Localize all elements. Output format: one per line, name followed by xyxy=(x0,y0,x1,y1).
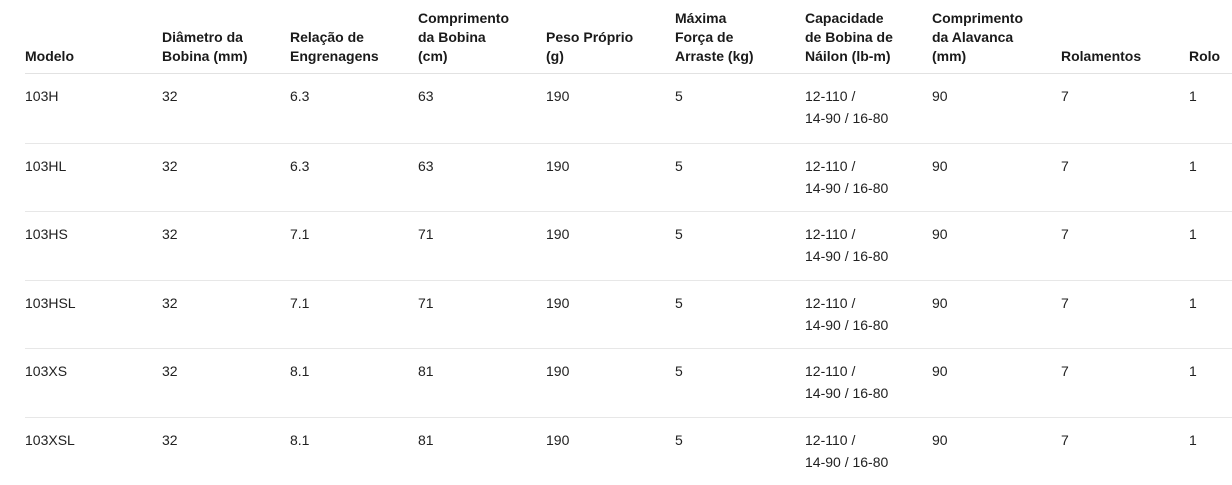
cell-maxima-forca-de-arraste: 5 xyxy=(675,142,805,212)
cell-diametro-da-bobina: 32 xyxy=(162,279,290,349)
table-row: 103XS 32 8.1 81 190 5 12-110 / 14-90 / 1… xyxy=(25,348,1232,417)
table-row: 103H 32 6.3 63 190 5 12-110 / 14-90 / 16… xyxy=(25,74,1232,143)
cell-capacidade-de-bobina-de-nailon: 12-110 / 14-90 / 16-80 xyxy=(805,142,932,212)
cell-modelo: 103XSL xyxy=(25,416,162,485)
cell-peso-proprio: 190 xyxy=(546,416,675,485)
cell-comprimento-da-bobina: 81 xyxy=(418,348,546,417)
cell-comprimento-da-bobina: 71 xyxy=(418,279,546,349)
column-header-capacidade-de-bobina-de-nailon: Capacidade de Bobina de Náilon (lb-m) xyxy=(805,0,932,74)
cell-rolo: 1 xyxy=(1189,88,1197,104)
column-header-maxima-forca-de-arraste: Máxima Força de Arraste (kg) xyxy=(675,0,805,74)
cell-maxima-forca-de-arraste: 5 xyxy=(675,88,683,104)
header-row: Modelo Diâmetro da Bobina (mm) Relação d… xyxy=(25,0,1232,74)
cell-comprimento-da-alavanca: 90 xyxy=(932,142,1061,212)
cell-maxima-forca-de-arraste: 5 xyxy=(675,279,805,349)
table-row: 103HL 32 6.3 63 190 5 12-110 / 14-90 / 1… xyxy=(25,142,1232,212)
cell-rolamentos: 7 xyxy=(1061,279,1189,349)
cell-comprimento-da-bobina: 81 xyxy=(418,416,546,485)
specs-table: Modelo Diâmetro da Bobina (mm) Relação d… xyxy=(25,0,1232,485)
cell-rolamentos: 7 xyxy=(1061,416,1189,485)
cell-peso-proprio: 190 xyxy=(546,88,570,104)
column-header-comprimento-da-bobina: Comprimento da Bobina (cm) xyxy=(418,0,546,74)
cell-capacidade-de-bobina-de-nailon: 12-110 / 14-90 / 16-80 xyxy=(805,88,889,126)
cell-relacao-de-engrenagens: 7.1 xyxy=(290,211,418,280)
cell-relacao-de-engrenagens: 6.3 xyxy=(290,142,418,212)
cell-comprimento-da-alavanca: 90 xyxy=(932,211,1061,280)
cell-relacao-de-engrenagens: 8.1 xyxy=(290,348,418,417)
cell-modelo: 103HSL xyxy=(25,279,162,349)
cell-comprimento-da-bobina: 71 xyxy=(418,211,546,280)
cell-comprimento-da-bobina: 63 xyxy=(418,88,434,104)
table-body: 103H 32 6.3 63 190 5 12-110 / 14-90 / 16… xyxy=(25,74,1232,485)
table-row: 103HS 32 7.1 71 190 5 12-110 / 14-90 / 1… xyxy=(25,211,1232,280)
cell-maxima-forca-de-arraste: 5 xyxy=(675,348,805,417)
table-row: 103XSL 32 8.1 81 190 5 12-110 / 14-90 / … xyxy=(25,416,1232,485)
column-header-rolamentos: Rolamentos xyxy=(1061,0,1189,74)
cell-relacao-de-engrenagens: 7.1 xyxy=(290,279,418,349)
cell-peso-proprio: 190 xyxy=(546,348,675,417)
cell-rolamentos: 7 xyxy=(1061,348,1189,417)
cell-diametro-da-bobina: 32 xyxy=(162,416,290,485)
column-header-rolo: Rolo xyxy=(1189,0,1232,74)
cell-comprimento-da-bobina: 63 xyxy=(418,142,546,212)
cell-peso-proprio: 190 xyxy=(546,279,675,349)
cell-rolo: 1 xyxy=(1189,348,1232,417)
table-header: Modelo Diâmetro da Bobina (mm) Relação d… xyxy=(25,0,1232,74)
cell-modelo: 103H xyxy=(25,88,59,104)
column-header-modelo: Modelo xyxy=(25,0,162,74)
cell-capacidade-de-bobina-de-nailon: 12-110 / 14-90 / 16-80 xyxy=(805,416,932,485)
cell-diametro-da-bobina: 32 xyxy=(162,211,290,280)
cell-maxima-forca-de-arraste: 5 xyxy=(675,211,805,280)
cell-rolo: 1 xyxy=(1189,211,1232,280)
cell-capacidade-de-bobina-de-nailon: 12-110 / 14-90 / 16-80 xyxy=(805,348,932,417)
cell-diametro-da-bobina: 32 xyxy=(162,142,290,212)
cell-comprimento-da-alavanca: 90 xyxy=(932,88,948,104)
column-header-diametro-da-bobina: Diâmetro da Bobina (mm) xyxy=(162,0,290,74)
cell-comprimento-da-alavanca: 90 xyxy=(932,279,1061,349)
cell-capacidade-de-bobina-de-nailon: 12-110 / 14-90 / 16-80 xyxy=(805,211,932,280)
cell-modelo: 103HS xyxy=(25,211,162,280)
cell-modelo: 103HL xyxy=(25,142,162,212)
column-header-peso-proprio: Peso Próprio (g) xyxy=(546,0,675,74)
cell-rolamentos: 7 xyxy=(1061,142,1189,212)
cell-modelo: 103XS xyxy=(25,348,162,417)
cell-diametro-da-bobina: 32 xyxy=(162,88,178,104)
cell-rolamentos: 7 xyxy=(1061,211,1189,280)
cell-comprimento-da-alavanca: 90 xyxy=(932,348,1061,417)
cell-relacao-de-engrenagens: 8.1 xyxy=(290,416,418,485)
column-header-comprimento-da-alavanca: Comprimento da Alavanca (mm) xyxy=(932,0,1061,74)
cell-peso-proprio: 190 xyxy=(546,211,675,280)
cell-relacao-de-engrenagens: 6.3 xyxy=(290,88,310,104)
cell-capacidade-de-bobina-de-nailon: 12-110 / 14-90 / 16-80 xyxy=(805,279,932,349)
cell-rolamentos: 7 xyxy=(1061,88,1069,104)
cell-comprimento-da-alavanca: 90 xyxy=(932,416,1061,485)
cell-diametro-da-bobina: 32 xyxy=(162,348,290,417)
cell-peso-proprio: 190 xyxy=(546,142,675,212)
column-header-relacao-de-engrenagens: Relação de Engrenagens xyxy=(290,0,418,74)
cell-rolo: 1 xyxy=(1189,416,1232,485)
cell-rolo: 1 xyxy=(1189,142,1232,212)
cell-maxima-forca-de-arraste: 5 xyxy=(675,416,805,485)
cell-rolo: 1 xyxy=(1189,279,1232,349)
table-row: 103HSL 32 7.1 71 190 5 12-110 / 14-90 / … xyxy=(25,279,1232,349)
